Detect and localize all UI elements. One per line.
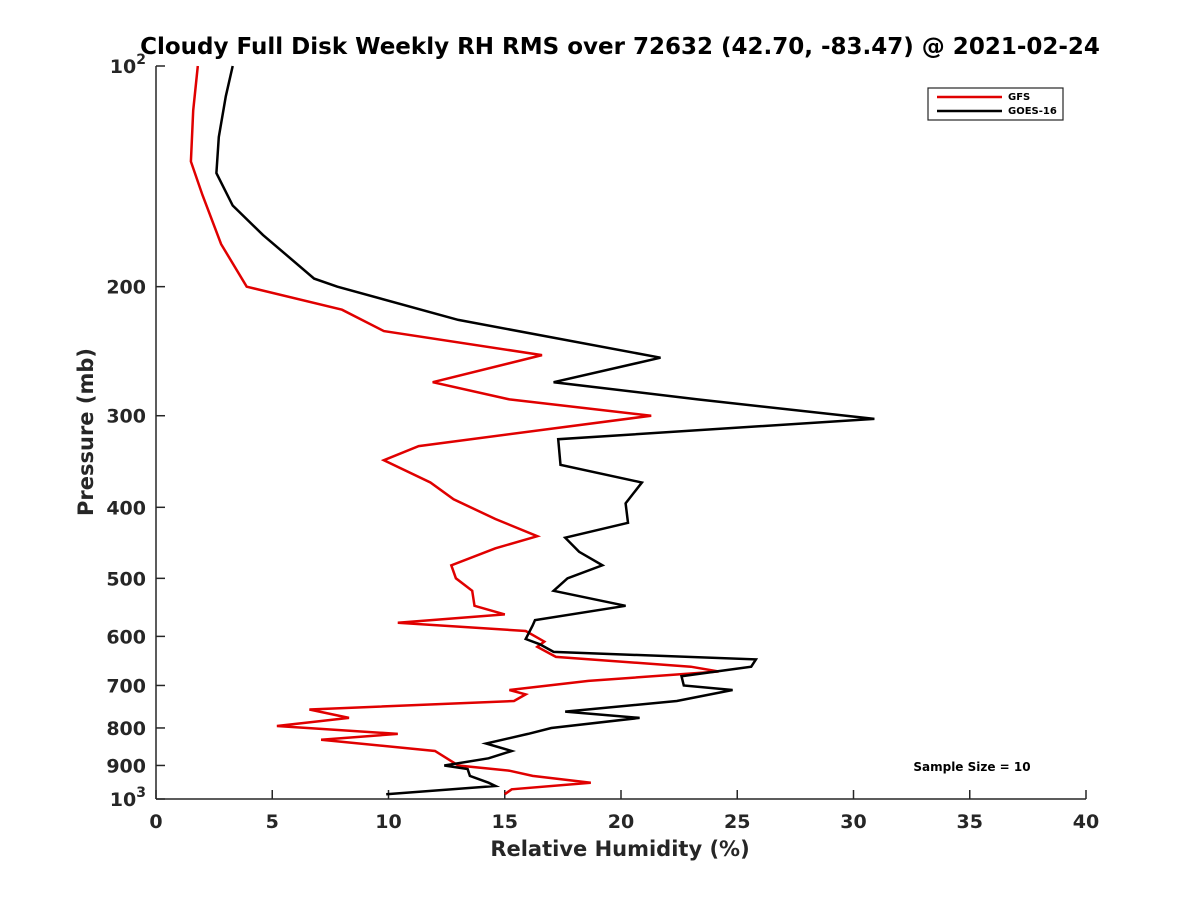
legend-label-gfs: GFS — [1008, 92, 1030, 103]
legend-box — [927, 87, 1064, 121]
x-tick-label: 35 — [957, 811, 983, 833]
legend: GFS GOES-16 — [927, 87, 1064, 121]
x-tick-label: 20 — [608, 811, 634, 833]
y-tick-label: 200 — [106, 277, 146, 299]
x-axis-label: Relative Humidity (%) — [490, 837, 749, 861]
x-tick-label: 5 — [266, 811, 279, 833]
y-tick-label: 300 — [106, 406, 146, 428]
y-axis-label: Pressure (mb) — [74, 348, 98, 516]
series-lines — [189, 65, 875, 796]
y-tick-label: 500 — [106, 568, 146, 590]
x-axis-ticks: 0 5 10 15 20 25 30 35 40 — [149, 790, 1099, 833]
x-tick-label: 10 — [375, 811, 401, 833]
plot-area — [156, 66, 1086, 799]
y-tick-exponent: 2 — [136, 52, 146, 68]
y-tick-label: 800 — [106, 718, 146, 740]
y-tick-label: 600 — [106, 626, 146, 648]
y-tick-exponent: 3 — [136, 785, 146, 801]
series-line-gfs — [189, 65, 719, 796]
x-tick-label: 40 — [1073, 811, 1099, 833]
series-line-goes16 — [215, 65, 875, 796]
legend-label-goes16: GOES-16 — [1008, 106, 1057, 117]
y-tick-label: 103 — [110, 785, 146, 811]
y-tick-label: 400 — [106, 497, 146, 519]
x-tick-label: 15 — [492, 811, 518, 833]
y-tick-label: 102 — [110, 52, 146, 78]
y-tick-base: 10 — [110, 56, 136, 78]
sample-size-annotation: Sample Size = 10 — [913, 760, 1030, 774]
x-tick-label: 30 — [840, 811, 866, 833]
x-tick-label: 0 — [149, 811, 162, 833]
y-tick-label: 900 — [106, 755, 146, 777]
chart-title: Cloudy Full Disk Weekly RH RMS over 7263… — [140, 34, 1100, 60]
y-tick-base: 10 — [110, 789, 136, 811]
x-tick-label: 25 — [724, 811, 750, 833]
y-tick-label: 700 — [106, 675, 146, 697]
